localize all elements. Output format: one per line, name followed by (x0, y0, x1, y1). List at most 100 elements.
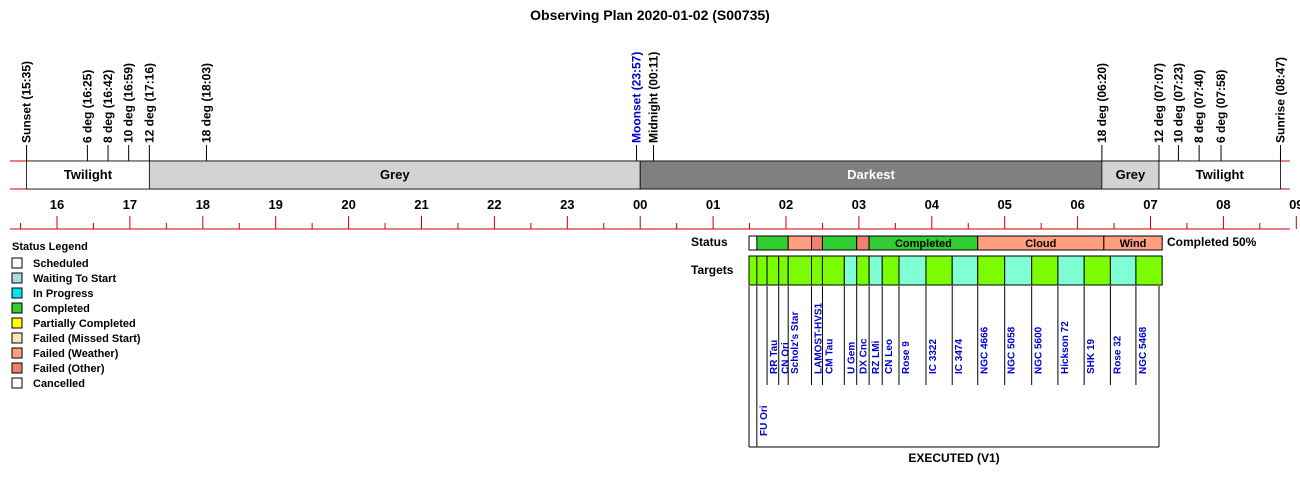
completed-summary: Completed 50% (1167, 235, 1257, 249)
period-block (26, 160, 150, 190)
legend-item-label: In Progress (33, 288, 94, 300)
hour-tick-label: 06 (1070, 197, 1084, 212)
hour-tick-label: 08 (1216, 197, 1230, 212)
event-label: Sunrise (08:47) (1273, 57, 1287, 143)
target-name: RZ LMi (871, 340, 882, 374)
status-block (856, 235, 870, 251)
target-name: IC 3474 (954, 339, 965, 374)
target-name: Rose 9 (901, 341, 912, 374)
target-block (925, 255, 953, 286)
legend-swatch (11, 257, 23, 269)
hour-tick-label: 01 (706, 197, 720, 212)
hour-tick-label: 07 (1143, 197, 1157, 212)
target-name: U Gem (846, 342, 857, 374)
event-label: 8 deg (07:40) (1192, 70, 1206, 143)
event-label: 18 deg (06:20) (1095, 63, 1109, 143)
legend-item-label: Failed (Other) (33, 363, 105, 375)
target-name: SHK 19 (1086, 339, 1097, 374)
target-block (868, 255, 883, 286)
event-label: 8 deg (16:42) (101, 70, 115, 143)
hour-tick-label: 18 (196, 197, 210, 212)
status-block (821, 235, 858, 251)
target-block (811, 255, 823, 286)
target-block (1109, 255, 1137, 286)
legend-item-label: Failed (Missed Start) (33, 333, 141, 345)
hour-tick-label: 09 (1289, 197, 1300, 212)
event-markers: Sunset (15:35) 6 deg (16:25) 8 deg (16:42)… (20, 52, 1287, 161)
target-name: FU Ori (759, 405, 770, 436)
status-block (756, 235, 789, 251)
target-block (881, 255, 900, 286)
legend-item-label: Scheduled (33, 258, 89, 270)
hour-tick-label: 00 (633, 197, 647, 212)
legend-swatch (11, 332, 23, 344)
status-row-label: Status (691, 235, 728, 249)
target-name: NGC 5058 (1007, 326, 1018, 374)
legend-item-label: Waiting To Start (33, 273, 116, 285)
target-name: IC 3322 (928, 339, 939, 374)
event-label: Sunset (15:35) (20, 61, 34, 143)
hour-tick-label: 02 (779, 197, 793, 212)
status-legend: Status Legend Scheduled Waiting To Start In… (11, 241, 141, 390)
target-name: NGC 5468 (1138, 326, 1149, 374)
event-label: 10 deg (16:59) (122, 63, 136, 143)
target-block (1057, 255, 1085, 286)
legend-title: Status Legend (12, 241, 88, 253)
status-block-label: Wind (1120, 238, 1147, 250)
target-name: NGC 5600 (1034, 326, 1045, 374)
period-label: Grey (380, 167, 410, 182)
hour-tick-label: 20 (341, 197, 355, 212)
executed-label: EXECUTED (V1) (908, 451, 999, 465)
hour-tick-label: 21 (414, 197, 428, 212)
legend-swatch (11, 317, 23, 329)
period-block (1158, 160, 1281, 190)
target-name: LAMOST-HVS1 (814, 302, 825, 374)
hour-tick-label: 19 (268, 197, 282, 212)
hour-tick-label: 03 (852, 197, 866, 212)
legend-swatch (11, 362, 23, 374)
status-block (1103, 235, 1163, 251)
chart-title: Observing Plan 2020-01-02 (S00735) (530, 7, 770, 23)
period-block (148, 160, 641, 190)
period-label: Darkest (847, 167, 895, 182)
target-block (843, 255, 858, 286)
hour-tick-label: 05 (997, 197, 1011, 212)
target-name: Hickson 72 (1060, 321, 1071, 374)
target-block (787, 255, 813, 286)
target-block (977, 255, 1006, 286)
event-label: 6 deg (16:25) (80, 70, 94, 143)
target-name: Rose 32 (1112, 335, 1123, 374)
hour-tick-label: 17 (123, 197, 137, 212)
legend-swatch (11, 347, 23, 359)
status-block (811, 235, 823, 251)
target-block (1031, 255, 1059, 286)
target-name: Scholz's Star (790, 311, 801, 374)
event-label: Moonset (23:57) (630, 52, 644, 143)
target-block (1004, 255, 1033, 286)
target-block (821, 255, 845, 286)
legend-swatch (11, 302, 23, 314)
legend-swatch (11, 272, 23, 284)
target-name: DX Cnc (859, 338, 870, 374)
period-label: Grey (1116, 167, 1146, 182)
target-block (756, 255, 768, 286)
hour-tick-label: 23 (560, 197, 574, 212)
target-name: CN Ori (781, 342, 792, 374)
event-label: Midnight (00:11) (647, 52, 661, 143)
event-label: 12 deg (07:07) (1152, 63, 1166, 143)
hour-axis: 16 17 18 19 20 21 22 23 00 01 02 03 04 05 06 07 08 09 (10, 197, 1300, 230)
target-block (898, 255, 927, 286)
target-block (1135, 255, 1163, 286)
legend-item-label: Completed (33, 303, 90, 315)
event-label: 10 deg (07:23) (1171, 63, 1185, 143)
target-name: NGC 4666 (980, 326, 991, 374)
target-block (778, 255, 789, 286)
legend-swatch (11, 377, 23, 389)
hour-tick-label: 16 (50, 197, 64, 212)
target-block (766, 255, 780, 286)
legend-item-label: Failed (Weather) (33, 348, 119, 360)
legend-item-label: Partially Completed (33, 318, 136, 330)
status-block-label: Cloud (1025, 238, 1056, 250)
target-name: CM Tau (824, 339, 835, 374)
